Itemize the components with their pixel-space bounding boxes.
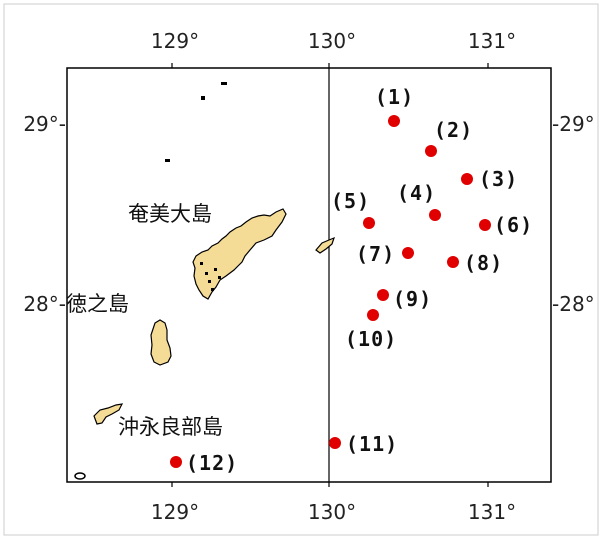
epicenter-label-10: (10): [345, 327, 397, 351]
epicenter-label-7: (7): [356, 242, 395, 266]
label-tokunoshima: 徳之島: [66, 292, 129, 316]
epicenter-label-2: (2): [434, 118, 473, 142]
epicenter-markers: (1) (2) (3) (4) (5) (6) (7) (8) (9) (10) (11) (12): [170, 85, 533, 475]
lat-label-left-28: 28°-: [23, 292, 66, 316]
epicenter-marker-1: [388, 115, 400, 127]
lon-label-bottom-131: 131°: [468, 500, 516, 524]
lon-label-bottom-129: 129°: [151, 500, 199, 524]
lat-label-right-28: -28°: [552, 292, 595, 316]
epicenter-marker-2: [425, 145, 437, 157]
amami-oshima-island: [192, 208, 287, 300]
kikaijima-island: [315, 236, 335, 254]
small-islets: [165, 82, 227, 162]
top-ticks: [171, 63, 489, 487]
lon-label-bottom-130: 130°: [308, 500, 356, 524]
epicenter-marker-10: [367, 309, 379, 321]
epicenter-marker-11: [329, 437, 341, 449]
epicenter-label-8: (8): [464, 251, 503, 275]
epicenter-marker-12: [170, 456, 182, 468]
epicenter-label-3: (3): [479, 167, 518, 191]
amami-coast-detail: [200, 262, 221, 291]
epicenter-label-5: (5): [331, 189, 370, 213]
okinoerabu-island: [93, 403, 124, 425]
tokunoshima-island: [150, 319, 172, 366]
epicenter-marker-4: [429, 209, 441, 221]
lon-label-top-130: 130°: [308, 29, 356, 53]
epicenter-marker-3: [461, 173, 473, 185]
epicenter-label-9: (9): [393, 287, 432, 311]
epicenter-marker-5: [363, 217, 375, 229]
epicenter-label-4: (4): [397, 181, 436, 205]
map-frame: [66, 67, 552, 483]
label-amami-oshima: 奄美大島: [128, 202, 212, 226]
yoron-island: [74, 472, 86, 480]
page-border: [3, 3, 599, 536]
epicenter-label-12: (12): [186, 451, 238, 475]
epicenter-label-11: (11): [346, 432, 398, 456]
lat-label-right-29: -29°: [552, 112, 595, 136]
lon-label-top-129: 129°: [151, 29, 199, 53]
label-okinoerabu: 沖永良部島: [118, 415, 223, 439]
epicenter-marker-8: [447, 256, 459, 268]
epicenter-marker-6: [479, 219, 491, 231]
lat-label-left-29: 29°-: [23, 112, 66, 136]
epicenter-label-6: (6): [494, 213, 533, 237]
epicenter-marker-9: [377, 289, 389, 301]
epicenter-marker-7: [402, 247, 414, 259]
epicenter-label-1: (1): [375, 85, 414, 109]
lon-label-top-131: 131°: [468, 29, 516, 53]
